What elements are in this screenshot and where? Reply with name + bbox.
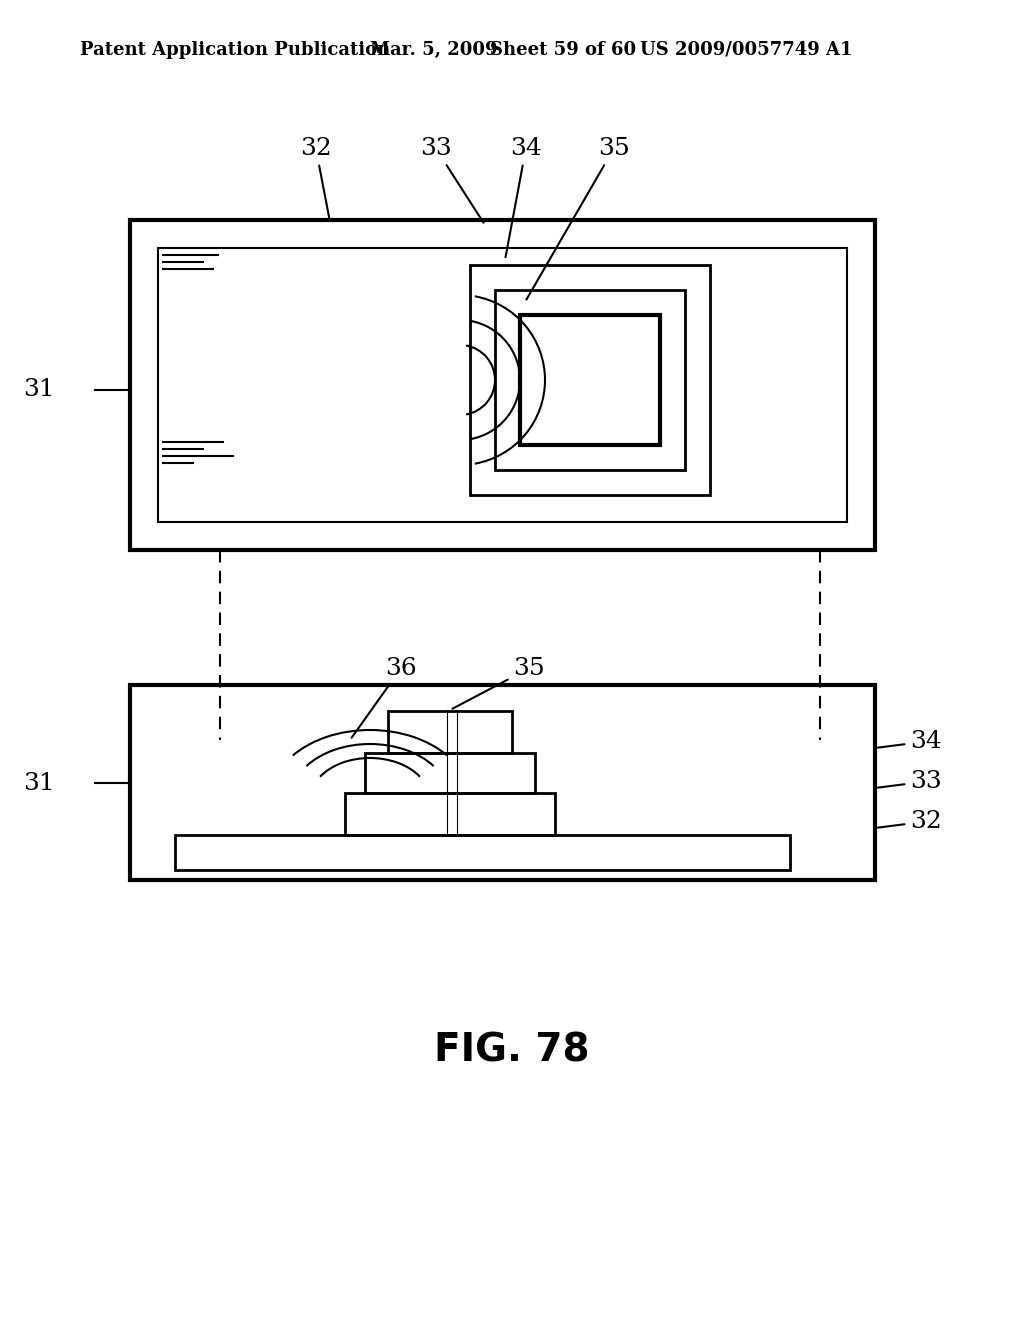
Bar — [470, 265, 710, 495]
Text: 33: 33 — [420, 137, 483, 223]
Text: US 2009/0057749 A1: US 2009/0057749 A1 — [640, 41, 853, 59]
Text: FIG. 78: FIG. 78 — [434, 1031, 590, 1069]
Bar — [130, 220, 874, 550]
Text: 33: 33 — [878, 770, 942, 793]
Bar — [130, 685, 874, 880]
Text: 31: 31 — [24, 379, 55, 401]
Text: 36: 36 — [351, 657, 417, 738]
Text: 31: 31 — [24, 771, 55, 795]
Text: Sheet 59 of 60: Sheet 59 of 60 — [490, 41, 636, 59]
Text: 35: 35 — [453, 657, 545, 709]
Bar — [520, 315, 660, 445]
Bar — [388, 711, 512, 752]
Bar — [495, 290, 685, 470]
Bar — [345, 793, 555, 836]
Text: 32: 32 — [300, 137, 332, 219]
Text: 32: 32 — [878, 810, 942, 833]
Text: 35: 35 — [526, 137, 630, 300]
Bar — [158, 248, 847, 521]
Text: Mar. 5, 2009: Mar. 5, 2009 — [370, 41, 498, 59]
Text: 34: 34 — [506, 137, 542, 257]
Bar — [175, 836, 790, 870]
Text: 34: 34 — [878, 730, 942, 752]
Bar — [365, 752, 535, 793]
Text: Patent Application Publication: Patent Application Publication — [80, 41, 390, 59]
